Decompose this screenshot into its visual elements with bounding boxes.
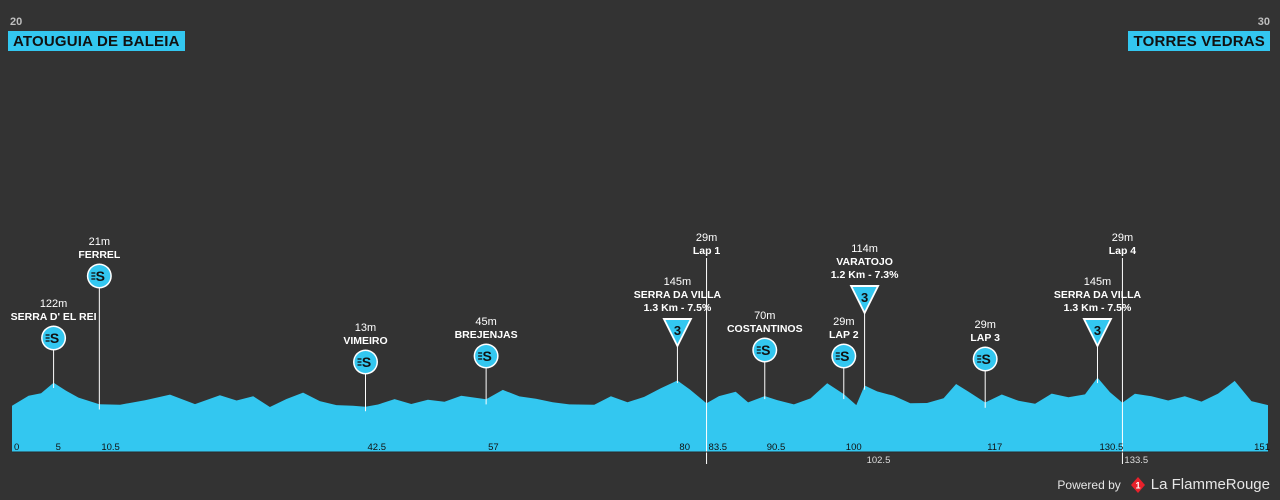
point-label-alt: 29m: [833, 316, 854, 328]
point-label-name: Lap 4: [1109, 245, 1137, 257]
svg-text:1: 1: [1135, 480, 1140, 490]
sprint-icon-inner: [974, 348, 997, 370]
point-label-name: BREJENJAS: [455, 329, 518, 341]
climb-icon-inner: [852, 287, 877, 311]
sprint-icon-glyph: S: [96, 268, 105, 284]
point-label-name: VARATOJO: [836, 256, 893, 268]
profile-area: [12, 377, 1268, 452]
finish-town: TORRES VEDRAS: [1128, 31, 1270, 51]
profile-layer: [12, 377, 1268, 452]
km-tick-label: 5: [56, 442, 61, 453]
point-label-alt: 122m: [40, 298, 68, 310]
point-label-alt: 29m: [1112, 232, 1133, 244]
point-label-alt: 70m: [754, 310, 775, 322]
start-altitude: 20: [10, 16, 23, 28]
km-tick-label: 102.5: [867, 455, 891, 466]
point-label-name: Lap 1: [693, 245, 721, 257]
km-tick-label: 83.5: [709, 442, 728, 453]
point-label-det: 1.3 Km - 7.5%: [644, 302, 712, 314]
km-tick-label: 42.5: [368, 442, 387, 453]
footer: Powered by 1 La FlammeRouge: [1057, 476, 1270, 493]
point-label-alt: 145m: [1084, 276, 1112, 288]
sprint-icon-inner: [475, 345, 498, 367]
km-tick-label: 133.5: [1124, 455, 1148, 466]
sprint-icon-glyph: S: [982, 351, 991, 367]
climb-icon-inner: [1085, 320, 1110, 344]
sprint-icon-glyph: S: [50, 330, 59, 346]
km-tick-label: 90.5: [767, 442, 786, 453]
point-label-name: LAP 3: [970, 332, 1000, 344]
sprint-icon-inner: [354, 351, 377, 373]
sprint-icon-inner: [832, 345, 855, 367]
climb-category: 3: [861, 290, 868, 305]
sprint-icon-glyph: S: [482, 348, 491, 364]
km-tick-label: 80: [679, 442, 690, 453]
brand-name: La FlammeRouge: [1150, 476, 1270, 493]
km-tick-label: 130.5: [1099, 442, 1123, 453]
point-label-name: SERRA DA VILLA: [634, 289, 722, 301]
km-tick-label: 151: [1254, 442, 1270, 453]
point-label-name: LAP 2: [829, 329, 859, 341]
sprint-icon-inner: [42, 327, 65, 349]
climb-category: 3: [1094, 323, 1101, 338]
sprint-icon-inner: [753, 339, 776, 361]
sprint-icon-glyph: S: [362, 354, 371, 370]
km-tick-label: 57: [488, 442, 499, 453]
climb-category: 3: [674, 323, 681, 338]
point-label-alt: 29m: [974, 319, 995, 331]
km-tick-label: 10.5: [101, 442, 120, 453]
km-tick-label: 117: [987, 442, 1002, 453]
point-label-name: SERRA DA VILLA: [1054, 289, 1142, 301]
point-label-alt: 114m: [851, 243, 878, 255]
point-label-det: 1.3 Km - 7.5%: [1064, 302, 1132, 314]
point-label-alt: 29m: [696, 232, 717, 244]
km-tick-label: 0: [14, 442, 19, 453]
flamme-rouge-logo-icon: 1: [1130, 476, 1145, 493]
sprint-icon-glyph: S: [761, 342, 770, 358]
point-label-alt: 145m: [664, 276, 692, 288]
powered-by-text: Powered by: [1057, 477, 1121, 492]
point-label-name: FERREL: [78, 249, 121, 261]
point-label-det: 1.2 Km - 7.3%: [831, 269, 899, 281]
sprint-icon-inner: [88, 265, 111, 287]
point-label-name: SERRA D' EL REI: [11, 311, 97, 323]
finish-altitude: 30: [1257, 16, 1270, 28]
km-ticks: 0 5 10.5 42.5 57 80 83.5 90.5 100 102.5 117 130.513…: [12, 442, 1270, 466]
point-label-alt: 45m: [475, 316, 496, 328]
sprint-icon-glyph: S: [840, 348, 849, 364]
climb-icon-inner: [665, 320, 690, 344]
point-label-alt: 13m: [355, 322, 376, 334]
point-label-alt: 21m: [89, 236, 110, 248]
point-label-name: COSTANTINOS: [727, 323, 803, 335]
start-town: ATOUGUIA DE BALEIA: [8, 31, 185, 51]
point-label-name: VIMEIRO: [343, 335, 387, 347]
km-tick-label: 100: [846, 442, 862, 453]
